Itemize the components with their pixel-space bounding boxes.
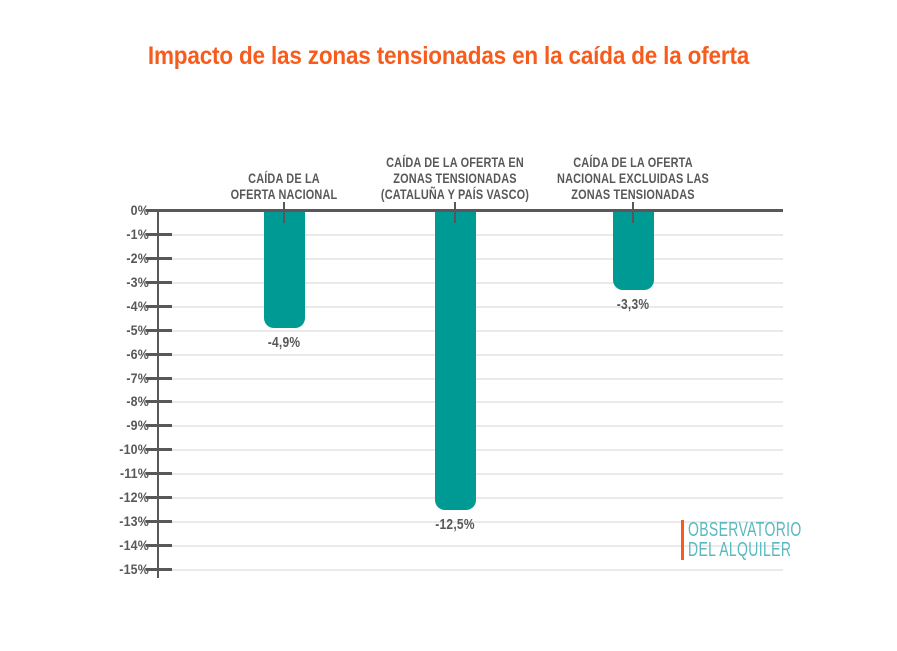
y-axis-tick <box>146 496 172 500</box>
y-axis-tick <box>146 256 172 260</box>
y-axis-tick <box>146 232 172 236</box>
y-axis-tick <box>146 328 172 332</box>
y-axis-tick-label: -7% <box>126 370 149 386</box>
y-gridline <box>172 425 783 428</box>
y-gridline <box>172 305 783 308</box>
category-tick <box>454 202 456 223</box>
y-axis-tick <box>146 352 172 356</box>
y-axis-tick-label: -9% <box>126 418 149 434</box>
chart-title: Impacto de las zonas tensionadas en la c… <box>147 42 750 70</box>
y-axis-tick <box>146 544 172 548</box>
bar <box>434 211 476 510</box>
y-axis-tick-label: -10% <box>119 442 149 458</box>
y-gridline <box>172 449 783 452</box>
y-axis-tick-label: -3% <box>126 274 149 290</box>
y-axis-tick-label: -12% <box>119 490 149 506</box>
y-gridline <box>172 377 783 380</box>
watermark-line1: OBSERVATORIO <box>688 519 802 541</box>
y-axis-line <box>157 210 159 578</box>
y-gridline <box>172 568 783 571</box>
category-header-line: OFERTA NACIONAL <box>230 186 338 202</box>
y-gridline <box>172 473 783 476</box>
y-axis-tick-label: -13% <box>119 514 149 530</box>
zero-baseline <box>157 209 783 212</box>
category-header-line: CAÍDA DE LA OFERTA <box>573 154 693 170</box>
y-axis-tick <box>146 304 172 308</box>
bar-value-label: -4,9% <box>267 334 301 351</box>
y-axis-tick <box>146 376 172 380</box>
y-gridline <box>172 521 783 524</box>
bar <box>612 211 654 290</box>
y-gridline <box>172 281 783 284</box>
y-gridline <box>172 545 783 548</box>
y-gridline <box>172 233 783 236</box>
y-axis-tick-label: -2% <box>126 250 149 266</box>
y-axis-tick-label: -1% <box>126 226 149 242</box>
y-axis-tick-label: -8% <box>126 394 149 410</box>
category-header-line: ZONAS TENSIONADAS <box>571 186 695 202</box>
y-axis-tick <box>146 472 172 476</box>
category-header: CAÍDA DE LA OFERTA NACIONAL EXCLUIDAS LAS… <box>543 138 722 202</box>
category-header: CAÍDA DE LA OFERTA EN ZONAS TENSIONADAS (C… <box>365 138 544 202</box>
y-axis-tick-label: -15% <box>119 561 149 577</box>
y-axis-tick <box>146 280 172 284</box>
y-gridline <box>172 401 783 404</box>
bar-value-label: -3,3% <box>616 296 650 313</box>
watermark-logo: OBSERVATORIO DEL ALQUILER <box>681 520 850 560</box>
category-header-line: CAÍDA DE LA OFERTA EN <box>386 154 524 170</box>
category-header-line: ZONAS TENSIONADAS <box>393 170 517 186</box>
y-gridline <box>172 329 783 332</box>
y-gridline <box>172 497 783 500</box>
y-axis-tick-label: -5% <box>126 322 149 338</box>
category-header-line: NACIONAL EXCLUIDAS LAS <box>557 170 709 186</box>
category-tick <box>632 202 634 223</box>
y-axis-tick-label: 0% <box>130 203 149 218</box>
bar-value-label: -12,5% <box>435 516 475 533</box>
y-gridline <box>172 353 783 356</box>
y-axis-tick-label: -11% <box>119 466 149 482</box>
category-header: CAÍDA DE LA OFERTA NACIONAL <box>194 138 373 202</box>
bar <box>263 211 305 328</box>
y-axis-tick <box>146 424 172 428</box>
watermark-line2: DEL ALQUILER <box>688 539 792 561</box>
y-axis-tick-label: -4% <box>126 298 149 314</box>
y-axis-tick-label: -6% <box>126 346 149 362</box>
category-tick <box>283 202 285 223</box>
y-axis-tick <box>146 400 172 404</box>
category-header-line: (CATALUÑA Y PAÍS VASCO) <box>380 186 530 202</box>
y-axis-tick-label: -14% <box>119 538 149 554</box>
y-axis-tick <box>146 567 172 571</box>
y-axis-tick <box>146 448 172 452</box>
y-gridline <box>172 257 783 260</box>
y-axis-tick <box>146 520 172 524</box>
category-header-line: CAÍDA DE LA <box>248 170 320 186</box>
